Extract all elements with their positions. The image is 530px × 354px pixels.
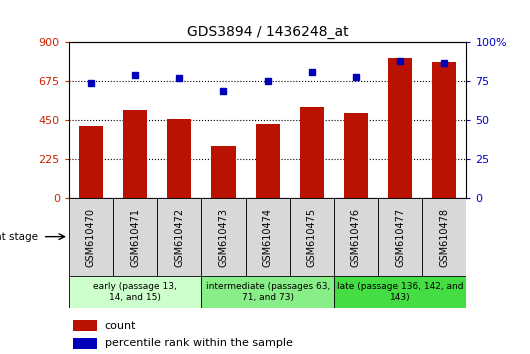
- Bar: [69, 276, 201, 308]
- Text: GSM610470: GSM610470: [86, 208, 96, 267]
- Text: GSM610473: GSM610473: [218, 208, 228, 267]
- Text: percentile rank within the sample: percentile rank within the sample: [105, 338, 293, 348]
- Text: GSM610475: GSM610475: [307, 207, 317, 267]
- Text: GSM610472: GSM610472: [174, 207, 184, 267]
- Bar: [255, 124, 280, 198]
- Bar: [388, 58, 412, 198]
- Bar: [201, 276, 334, 308]
- Text: intermediate (passages 63,
71, and 73): intermediate (passages 63, 71, and 73): [206, 282, 330, 302]
- Text: late (passage 136, 142, and
143): late (passage 136, 142, and 143): [337, 282, 463, 302]
- Bar: [245, 198, 290, 276]
- Bar: [73, 320, 96, 331]
- Title: GDS3894 / 1436248_at: GDS3894 / 1436248_at: [187, 25, 348, 39]
- Bar: [167, 119, 191, 198]
- Bar: [113, 198, 157, 276]
- Text: GSM610474: GSM610474: [263, 208, 272, 267]
- Bar: [422, 198, 466, 276]
- Text: GSM610478: GSM610478: [439, 208, 449, 267]
- Bar: [79, 126, 103, 198]
- Text: GSM610471: GSM610471: [130, 208, 140, 267]
- Bar: [334, 276, 466, 308]
- Bar: [334, 198, 378, 276]
- Bar: [211, 146, 236, 198]
- Bar: [299, 107, 324, 198]
- Text: early (passage 13,
14, and 15): early (passage 13, 14, and 15): [93, 282, 177, 302]
- Bar: [290, 198, 334, 276]
- Bar: [344, 113, 368, 198]
- Bar: [123, 110, 147, 198]
- Bar: [69, 198, 113, 276]
- Bar: [73, 338, 96, 349]
- Bar: [157, 198, 201, 276]
- Text: GSM610477: GSM610477: [395, 207, 405, 267]
- Bar: [378, 198, 422, 276]
- Text: GSM610476: GSM610476: [351, 208, 361, 267]
- Text: development stage: development stage: [0, 232, 38, 242]
- Bar: [432, 62, 456, 198]
- Text: count: count: [105, 321, 136, 331]
- Bar: [201, 198, 245, 276]
